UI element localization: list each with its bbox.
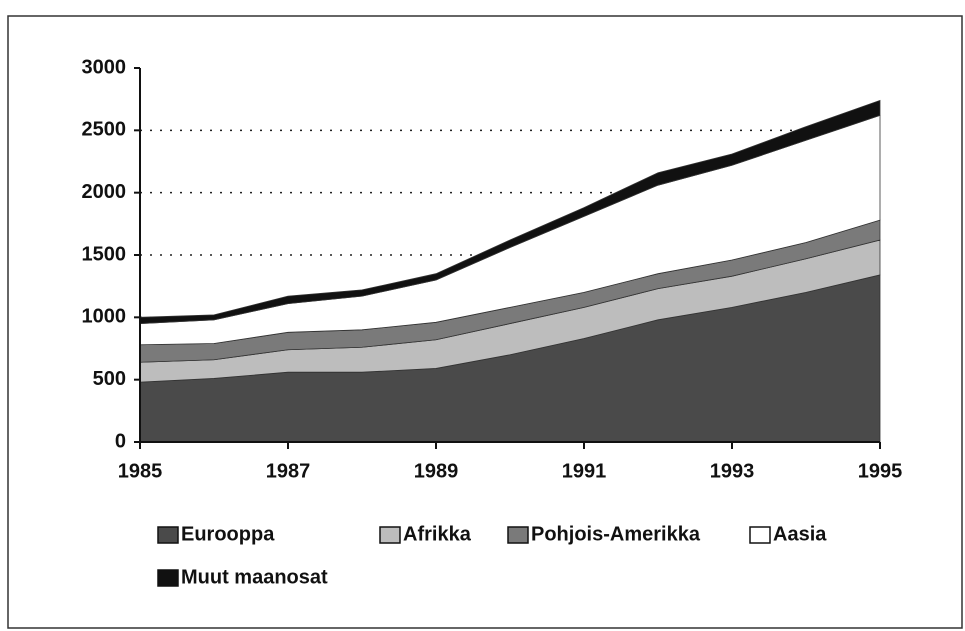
legend-swatch (157, 526, 179, 544)
area (139, 99, 881, 324)
y-tick-label: 500 (93, 368, 126, 390)
legend-label: Eurooppa (181, 523, 275, 545)
x-tick-label: 1987 (266, 460, 311, 482)
frame (7, 15, 963, 629)
legend-swatch (507, 526, 529, 544)
x-tick-label: 1989 (414, 460, 459, 482)
legend-swatch (157, 569, 179, 587)
legend-swatch (379, 526, 401, 544)
x-tick-label: 1993 (710, 460, 755, 482)
x-tick-label: 1985 (118, 460, 163, 482)
y-tick-label: 3000 (82, 56, 127, 78)
legend-label: Afrikka (403, 523, 472, 545)
y-tick-label: 1000 (82, 306, 127, 328)
legend-swatch (749, 526, 771, 544)
x-tick-label: 1991 (562, 460, 607, 482)
y-tick-label: 1500 (82, 243, 127, 265)
legend-label: Pohjois-Amerikka (531, 523, 701, 545)
y-tick-label: 2500 (82, 119, 127, 141)
y-tick-label: 0 (115, 430, 126, 452)
y-tick-label: 2000 (82, 181, 127, 203)
legend-label: Muut maanosat (181, 566, 328, 588)
x-tick-label: 1995 (858, 460, 903, 482)
legend-label: Aasia (773, 523, 827, 545)
